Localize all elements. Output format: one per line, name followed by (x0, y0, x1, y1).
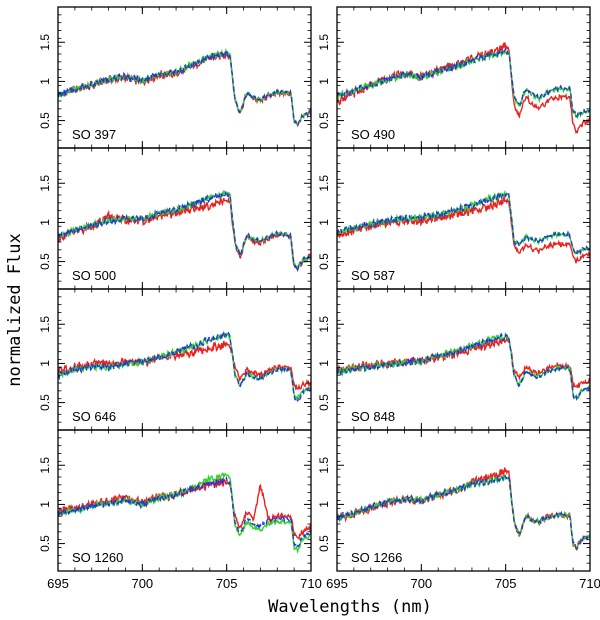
x-tick-label: 710 (579, 576, 600, 591)
panel-label: SO 646 (72, 409, 116, 424)
x-tick-label: 695 (47, 576, 69, 591)
y-tick-label: 1 (38, 360, 52, 367)
panel-label: SO 500 (72, 268, 116, 283)
y-tick-label: 0.5 (38, 112, 52, 129)
y-tick-label: 1 (38, 219, 52, 226)
series-line-2 (58, 330, 311, 401)
panel-label: SO 587 (351, 268, 395, 283)
y-tick-label: 1 (38, 501, 52, 508)
panel-label: SO 490 (351, 127, 395, 142)
series-line-3 (337, 332, 590, 401)
series-line-2 (337, 474, 590, 550)
y-tick-label: 0.5 (317, 253, 331, 270)
panel-8: 0.5 1 1.5 SO 1266 (317, 429, 591, 572)
y-axis-title: normalized Flux (5, 233, 25, 387)
x-tick-label: 700 (410, 576, 432, 591)
panel-7: 0.5 1 1.5 SO 1260 (38, 429, 312, 572)
x-tick-label: 700 (131, 576, 153, 591)
x-axis-title: Wavelengths (nm) (268, 597, 432, 617)
y-tick-label: 1.5 (317, 175, 331, 192)
series-line-2 (58, 47, 311, 126)
y-tick-label: 1 (317, 360, 331, 367)
y-tick-label: 1.5 (38, 457, 52, 474)
y-tick-label: 0.5 (317, 535, 331, 552)
x-tick-label: 695 (326, 576, 348, 591)
y-tick-label: 0.5 (38, 394, 52, 411)
x-tick-label: 710 (300, 576, 322, 591)
x-tick-label: 705 (216, 576, 238, 591)
y-tick-label: 1 (38, 78, 52, 85)
y-tick-label: 1.5 (38, 316, 52, 333)
y-tick-label: 1.5 (317, 316, 331, 333)
panel-label: SO 1266 (351, 550, 402, 565)
y-tick-label: 1 (317, 219, 331, 226)
panel-2: 0.5 1 1.5 SO 490 (317, 6, 591, 149)
series-line-2 (337, 49, 590, 119)
y-tick-label: 1.5 (38, 175, 52, 192)
series-line-3 (58, 190, 311, 273)
series-line-3 (337, 473, 590, 550)
series-line-1 (58, 195, 311, 272)
series-line-1 (58, 477, 311, 541)
series-line-2 (58, 472, 311, 555)
y-tick-label: 0.5 (38, 253, 52, 270)
series-line-3 (337, 191, 590, 256)
series-line-3 (58, 47, 311, 126)
y-tick-label: 1.5 (38, 34, 52, 51)
series-line-3 (58, 329, 311, 402)
y-tick-label: 1.5 (317, 457, 331, 474)
panel-label: SO 397 (72, 127, 116, 142)
panel-3: 0.5 1 1.5 SO 500 (38, 147, 312, 290)
x-tick-label: 705 (495, 576, 517, 591)
panel-1: 0.5 1 1.5 SO 397 (38, 6, 312, 149)
panel-label: SO 1260 (72, 550, 123, 565)
y-tick-label: 1 (317, 78, 331, 85)
series-line-2 (58, 190, 311, 269)
y-tick-label: 1 (317, 501, 331, 508)
series-line-1 (337, 42, 590, 135)
panel-4: 0.5 1 1.5 SO 587 (317, 147, 591, 290)
y-tick-label: 0.5 (38, 535, 52, 552)
series-line-1 (337, 337, 590, 389)
y-tick-label: 0.5 (317, 112, 331, 129)
series-line-3 (337, 47, 590, 118)
series-line-3 (58, 475, 311, 549)
panel-5: 0.5 1 1.5 SO 646 (38, 288, 312, 431)
y-tick-label: 0.5 (317, 394, 331, 411)
y-tick-label: 1.5 (317, 34, 331, 51)
series-line-1 (58, 50, 311, 128)
panel-6: 0.5 1 1.5 SO 848 (317, 288, 591, 431)
panel-label: SO 848 (351, 409, 395, 424)
series-line-1 (337, 195, 590, 264)
series-line-1 (337, 467, 590, 551)
